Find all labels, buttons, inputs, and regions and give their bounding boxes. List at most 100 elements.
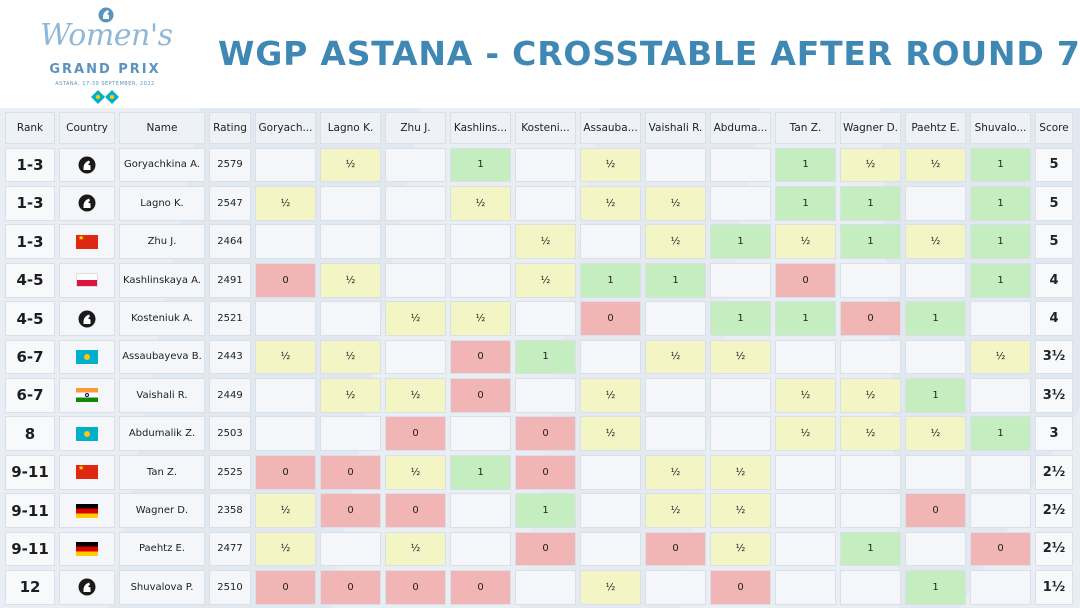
player-rating: 2449	[209, 377, 251, 413]
result-cell: ½	[580, 569, 641, 605]
rank-cell: 12	[5, 569, 55, 605]
result-cell: 1	[710, 224, 771, 260]
result-cell	[840, 569, 901, 605]
result-cell: ½	[255, 531, 316, 567]
result-cell: ½	[255, 493, 316, 528]
result-cell: 1	[775, 301, 836, 336]
result-cell	[775, 493, 836, 528]
result-cell: ½	[385, 531, 446, 567]
result-cell	[775, 569, 836, 605]
result-cell: ½	[775, 377, 836, 413]
score-cell: 3	[1035, 416, 1073, 452]
result-cell: 1	[905, 301, 966, 336]
result-cell: 0	[645, 531, 706, 567]
rank-cell: 9-11	[5, 531, 55, 567]
result-cell: ½	[840, 377, 901, 413]
header-opponent: Shuvalo...	[970, 112, 1031, 144]
header-opponent: Assauba...	[580, 112, 641, 144]
result-cell: ½	[450, 185, 511, 221]
result-cell: 0	[320, 569, 381, 605]
result-cell: 1	[840, 531, 901, 567]
result-cell	[580, 339, 641, 375]
score-cell: 5	[1035, 224, 1073, 260]
player-name: Vaishali R.	[119, 377, 205, 413]
rank-cell: 1-3	[5, 185, 55, 221]
result-cell: 0	[255, 569, 316, 605]
result-cell: 0	[515, 454, 576, 490]
logo-script-text: Women's	[40, 18, 173, 53]
score-cell: 4	[1035, 301, 1073, 336]
country-cell	[59, 301, 115, 336]
header-opponent: Kosteni...	[515, 112, 576, 144]
result-cell: 1	[515, 339, 576, 375]
result-cell	[905, 262, 966, 298]
header-opponent: Lagno K.	[320, 112, 381, 144]
result-cell: ½	[710, 454, 771, 490]
result-cell	[320, 301, 381, 336]
result-cell	[255, 377, 316, 413]
country-cell	[59, 262, 115, 298]
result-cell: ½	[450, 301, 511, 336]
result-cell: ½	[580, 147, 641, 183]
result-cell	[970, 454, 1031, 490]
germany-flag-icon	[76, 503, 98, 518]
rank-cell: 9-11	[5, 493, 55, 528]
result-cell: 0	[255, 454, 316, 490]
country-cell	[59, 185, 115, 221]
player-name: Kosteniuk A.	[119, 301, 205, 336]
result-cell: ½	[320, 377, 381, 413]
header-rank: Rank	[5, 112, 55, 144]
result-cell	[450, 416, 511, 452]
header-opponent: Paehtz E.	[905, 112, 966, 144]
result-cell	[515, 569, 576, 605]
result-cell	[645, 569, 706, 605]
result-cell: 1	[970, 416, 1031, 452]
player-name: Goryachkina A.	[119, 147, 205, 183]
result-cell: 1	[970, 262, 1031, 298]
result-cell: 0	[320, 454, 381, 490]
kazakhstan-flag-icon	[76, 349, 98, 364]
fide-flag-icon	[78, 156, 96, 174]
result-cell: ½	[580, 377, 641, 413]
result-cell	[840, 262, 901, 298]
result-cell: 0	[515, 416, 576, 452]
header-country: Country	[59, 112, 115, 144]
result-cell: ½	[515, 262, 576, 298]
result-cell	[905, 339, 966, 375]
result-cell	[840, 493, 901, 528]
result-cell: 1	[970, 185, 1031, 221]
result-cell	[710, 377, 771, 413]
fide-flag-icon	[78, 310, 96, 328]
result-cell: 0	[255, 262, 316, 298]
result-cell	[450, 531, 511, 567]
result-cell: 1	[580, 262, 641, 298]
player-name: Paehtz E.	[119, 531, 205, 567]
result-cell: ½	[515, 224, 576, 260]
player-rating: 2547	[209, 185, 251, 221]
kazakhstan-flag-icon	[76, 426, 98, 441]
result-cell: ½	[710, 531, 771, 567]
result-cell	[450, 262, 511, 298]
country-cell	[59, 493, 115, 528]
result-cell	[710, 185, 771, 221]
result-cell: ½	[645, 224, 706, 260]
header-opponent: Goryach...	[255, 112, 316, 144]
country-cell	[59, 416, 115, 452]
result-cell: 0	[775, 262, 836, 298]
score-cell: 2½	[1035, 454, 1073, 490]
result-cell: ½	[255, 339, 316, 375]
header-name: Name	[119, 112, 205, 144]
result-cell: 1	[840, 185, 901, 221]
result-cell: ½	[840, 147, 901, 183]
result-cell: 1	[515, 493, 576, 528]
result-cell: 0	[450, 339, 511, 375]
result-cell	[970, 569, 1031, 605]
player-rating: 2477	[209, 531, 251, 567]
india-flag-icon	[76, 388, 98, 403]
rank-cell: 4-5	[5, 262, 55, 298]
result-cell: 0	[450, 377, 511, 413]
result-cell	[905, 185, 966, 221]
result-cell	[710, 262, 771, 298]
result-cell: ½	[320, 262, 381, 298]
result-cell	[385, 185, 446, 221]
